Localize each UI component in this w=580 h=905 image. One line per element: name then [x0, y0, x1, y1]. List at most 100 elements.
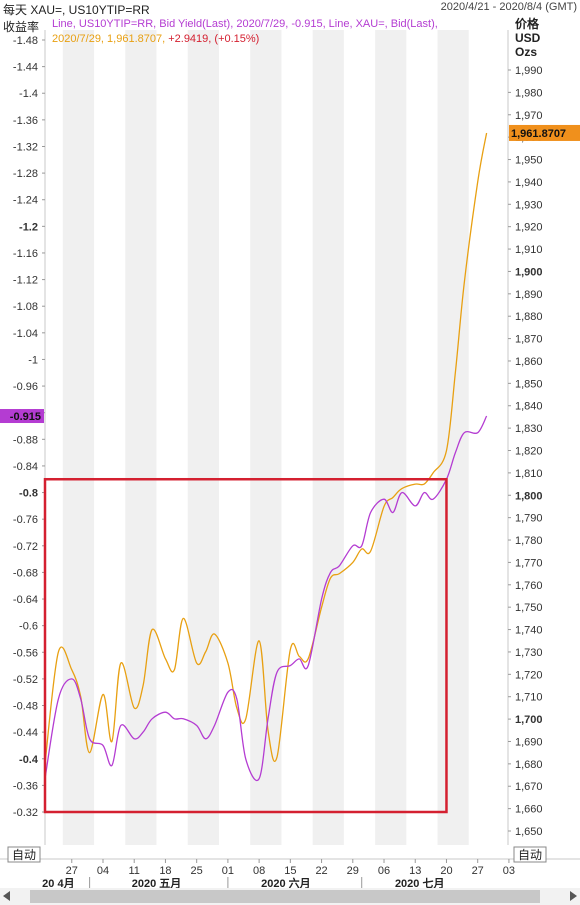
left-tick-label: -0.64 [13, 594, 38, 606]
left-tick-label: -0.72 [13, 541, 38, 553]
right-tick-label: 1,770 [515, 557, 543, 569]
left-value-badge-text: -0.915 [10, 411, 41, 423]
right-tick-label: 1,820 [515, 446, 543, 458]
left-tick-label: -0.76 [13, 514, 38, 526]
date-range: 2020/4/21 - 2020/8/4 (GMT) [440, 1, 577, 13]
x-tick-label: 13 [409, 865, 421, 877]
right-tick-label: 1,690 [515, 736, 543, 748]
legend-change: +2.9419, (+0.15%) [168, 33, 259, 45]
right-value-badge-text: 1,961.8707 [511, 128, 566, 140]
left-tick-label: -1.4 [19, 88, 38, 100]
series-line-xau [44, 132, 488, 764]
left-tick-label: -1.16 [13, 248, 38, 260]
left-tick-label: -1.32 [13, 141, 38, 153]
x-tick-label: 25 [191, 865, 203, 877]
left-tick-label: -1.48 [13, 35, 38, 47]
right-tick-label: 1,940 [515, 177, 543, 189]
right-tick-label: 1,740 [515, 625, 543, 637]
right-tick-label: 1,870 [515, 334, 543, 346]
left-value-badge [0, 409, 44, 424]
x-tick-label: 06 [378, 865, 390, 877]
x-tick-label: 18 [159, 865, 171, 877]
right-tick-label: 1,650 [515, 826, 543, 838]
legend-line-2: 2020/7/29, 1,961.8707, +2.9419, (+0.15%) [52, 33, 259, 45]
left-axis-title: 收益率 [3, 19, 39, 34]
right-tick-label: 1,680 [515, 759, 543, 771]
x-tick-label: 04 [97, 865, 109, 877]
left-tick-label: -1.04 [13, 328, 38, 340]
right-tick-label: 1,840 [515, 401, 543, 413]
right-tick-label: 1,730 [515, 647, 543, 659]
right-tick-label: 1,750 [515, 602, 543, 614]
right-tick-label: 1,930 [515, 199, 543, 211]
right-tick-label: 1,880 [515, 311, 543, 323]
month-label: 2020 五月 [132, 877, 182, 890]
left-tick-label: -0.4 [19, 754, 39, 766]
right-tick-label: 1,810 [515, 468, 543, 480]
x-tick-label: 27 [472, 865, 484, 877]
x-tick-label: 20 [440, 865, 452, 877]
left-tick-label: -1.2 [19, 221, 38, 233]
left-tick-label: -1.24 [13, 195, 38, 207]
week-band [62, 30, 95, 845]
x-tick-label: 08 [253, 865, 265, 877]
right-tick-label: 1,700 [515, 714, 543, 726]
left-tick-label: -1.44 [13, 62, 38, 74]
right-auto-button[interactable] [513, 846, 547, 863]
scrollbar-thumb[interactable] [30, 890, 540, 903]
left-tick-label: -1.36 [13, 115, 38, 127]
left-tick-label: -1 [28, 354, 38, 366]
left-tick-label: -0.96 [13, 381, 38, 393]
week-band [312, 30, 344, 845]
x-tick-label: 15 [284, 865, 296, 877]
right-axis-title: Ozs [515, 45, 537, 59]
week-band [187, 30, 219, 845]
right-tick-label: 1,780 [515, 535, 543, 547]
week-band [125, 30, 157, 845]
left-tick-label: -1.28 [13, 168, 38, 180]
week-band [375, 30, 407, 845]
right-tick-label: 1,850 [515, 378, 543, 390]
left-tick-label: -0.56 [13, 647, 38, 659]
left-tick-label: -0.8 [19, 488, 38, 500]
left-auto-button[interactable] [7, 846, 41, 863]
left-tick-label: -0.48 [13, 701, 38, 713]
right-axis-title: USD [515, 31, 541, 45]
right-tick-label: 1,900 [515, 266, 543, 278]
left-tick-label: -0.36 [13, 780, 38, 792]
chart-title: 每天 XAU=, US10YTIP=RR [3, 3, 150, 17]
x-tick-label: 22 [315, 865, 327, 877]
left-tick-label: -0.52 [13, 674, 38, 686]
scroll-right-icon[interactable] [570, 891, 577, 901]
left-tick-label: -0.6 [19, 621, 38, 633]
right-tick-label: 1,980 [515, 87, 543, 99]
highlight-box [43, 477, 448, 814]
right-tick-label: 1,890 [515, 289, 543, 301]
left-tick-label: -0.68 [13, 567, 38, 579]
left-tick-label: -1.12 [13, 275, 38, 287]
right-tick-label: 1,950 [515, 155, 543, 167]
left-tick-label: -1.08 [13, 301, 38, 313]
legend-line-1: Line, US10YTIP=RR, Bid Yield(Last), 2020… [52, 18, 438, 30]
right-auto-label: 自动 [518, 848, 542, 862]
right-tick-label: 1,790 [515, 513, 543, 525]
right-tick-label: 1,720 [515, 669, 543, 681]
right-value-badge [509, 124, 580, 141]
right-tick-label: 1,860 [515, 356, 543, 368]
month-label: 2020 六月 [261, 876, 311, 890]
right-tick-label: 1,910 [515, 244, 543, 256]
x-tick-label: 27 [66, 865, 78, 877]
left-tick-label: -0.44 [13, 727, 38, 739]
left-tick-label: -0.84 [13, 461, 38, 473]
left-auto-label: 自动 [12, 848, 36, 862]
x-tick-label: 11 [129, 865, 140, 877]
left-tick-label: -0.32 [13, 807, 38, 819]
right-tick-label: 1,660 [515, 804, 543, 816]
x-tick-label: 29 [347, 865, 359, 877]
right-tick-label: 1,710 [515, 692, 543, 704]
right-tick-label: 1,800 [515, 490, 543, 502]
right-axis-title: 价格 [515, 16, 540, 31]
week-band [437, 30, 469, 845]
scroll-left-icon[interactable] [3, 891, 10, 901]
